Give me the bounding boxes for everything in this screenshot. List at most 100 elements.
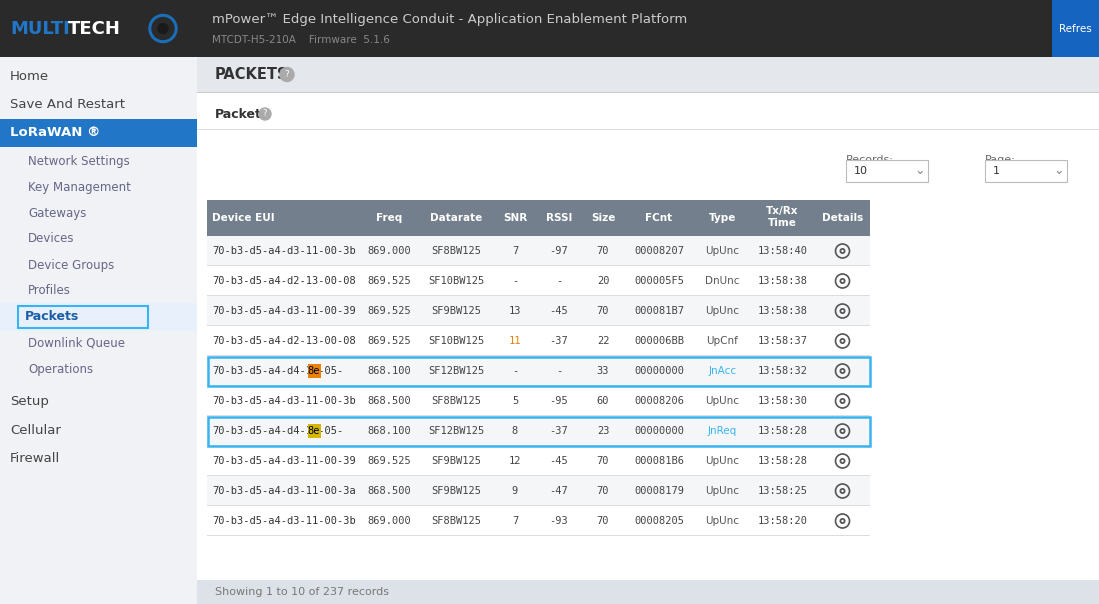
Text: ?: ? (263, 109, 267, 118)
Text: MTCDT-H5-210A    Firmware  5.1.6: MTCDT-H5-210A Firmware 5.1.6 (212, 35, 390, 45)
Bar (207, 295, 870, 296)
Text: 70: 70 (597, 456, 609, 466)
Bar (207, 356, 870, 386)
Text: 13:58:20: 13:58:20 (757, 516, 808, 526)
Text: 70: 70 (597, 246, 609, 256)
Circle shape (840, 308, 845, 314)
Text: 7: 7 (512, 516, 518, 526)
Text: 10: 10 (854, 166, 868, 176)
Text: Cellular: Cellular (10, 423, 60, 437)
Text: 00008206: 00008206 (634, 396, 684, 406)
Text: 70-b3-d5-a4-d3-11-00-3b: 70-b3-d5-a4-d3-11-00-3b (212, 396, 356, 406)
Circle shape (842, 430, 844, 432)
Text: Firewall: Firewall (10, 452, 60, 464)
Circle shape (842, 280, 844, 282)
Text: 869.525: 869.525 (368, 276, 411, 286)
Text: 9: 9 (512, 486, 518, 496)
Text: 869.000: 869.000 (368, 246, 411, 256)
Text: SNR: SNR (503, 213, 528, 223)
Text: UpUnc: UpUnc (706, 456, 740, 466)
Text: 869.000: 869.000 (368, 516, 411, 526)
Text: UpUnc: UpUnc (706, 306, 740, 316)
Bar (207, 446, 870, 476)
Circle shape (840, 368, 845, 374)
Text: 70-b3-d5-a4-d3-11-00-39: 70-b3-d5-a4-d3-11-00-39 (212, 456, 356, 466)
Text: 000005F5: 000005F5 (634, 276, 684, 286)
Text: ⌄: ⌄ (914, 164, 924, 178)
Text: 8e: 8e (307, 426, 320, 436)
Text: 000081B6: 000081B6 (634, 456, 684, 466)
Text: TECH: TECH (68, 19, 121, 37)
Text: Freq: Freq (376, 213, 402, 223)
Text: 00000000: 00000000 (634, 426, 684, 436)
Bar (207, 506, 870, 536)
Text: Home: Home (10, 71, 49, 83)
Text: 70-b3-d5-a4-d2-13-00-08: 70-b3-d5-a4-d2-13-00-08 (212, 276, 356, 286)
Text: UpUnc: UpUnc (706, 396, 740, 406)
Text: 7: 7 (512, 246, 518, 256)
Text: 23: 23 (597, 426, 609, 436)
Bar (207, 326, 870, 356)
Text: 00000000: 00000000 (634, 366, 684, 376)
Bar (985, 160, 1067, 182)
Bar (207, 475, 870, 476)
Text: 70-b3-d5-a4-d4-10-05-: 70-b3-d5-a4-d4-10-05- (212, 426, 343, 436)
Text: 13:58:32: 13:58:32 (757, 366, 808, 376)
Text: Network Settings: Network Settings (27, 155, 130, 167)
Text: LoRaWAN ®: LoRaWAN ® (10, 126, 100, 140)
Text: Time: Time (768, 218, 797, 228)
Text: 60: 60 (597, 396, 609, 406)
Circle shape (158, 24, 168, 33)
Text: JnAcc: JnAcc (709, 366, 736, 376)
Circle shape (842, 310, 844, 312)
Text: -: - (556, 276, 562, 286)
Text: Refres: Refres (1058, 24, 1091, 33)
Bar (308, 364, 321, 378)
Text: 70-b3-d5-a4-d3-11-00-39: 70-b3-d5-a4-d3-11-00-39 (212, 306, 356, 316)
Text: -37: -37 (550, 426, 568, 436)
Bar (0, 0, 1099, 57)
Text: RSSI: RSSI (546, 213, 573, 223)
Text: Device EUI: Device EUI (212, 213, 275, 223)
Bar (197, 129, 1099, 130)
Text: mPower™ Edge Intelligence Conduit - Application Enablement Platform: mPower™ Edge Intelligence Conduit - Appl… (212, 13, 687, 27)
Bar (207, 416, 870, 446)
Circle shape (842, 490, 844, 492)
Text: -: - (512, 276, 518, 286)
Circle shape (842, 400, 844, 402)
Text: 13:58:40: 13:58:40 (757, 246, 808, 256)
Text: ?: ? (285, 70, 289, 79)
Circle shape (149, 14, 177, 42)
Text: Size: Size (591, 213, 615, 223)
Text: Tx/Rx: Tx/Rx (766, 206, 799, 216)
Text: Type: Type (709, 213, 736, 223)
Text: 869.525: 869.525 (368, 456, 411, 466)
Text: 20: 20 (597, 276, 609, 286)
Circle shape (840, 458, 845, 464)
Text: Packets: Packets (215, 108, 269, 121)
Text: 13:58:38: 13:58:38 (757, 306, 808, 316)
Text: 13:58:28: 13:58:28 (757, 456, 808, 466)
Text: 000006BB: 000006BB (634, 336, 684, 346)
Bar (207, 296, 870, 326)
Text: -95: -95 (550, 396, 568, 406)
Bar (0, 303, 197, 331)
Text: PACKETS: PACKETS (215, 67, 289, 82)
Text: 22: 22 (597, 336, 609, 346)
Circle shape (840, 278, 845, 284)
Circle shape (840, 488, 845, 494)
Circle shape (842, 460, 844, 462)
Text: 33: 33 (597, 366, 609, 376)
Text: Details: Details (822, 213, 863, 223)
Text: 11: 11 (509, 336, 521, 346)
Bar (1052, 0, 1099, 57)
Text: ⌄: ⌄ (1053, 164, 1064, 178)
Text: Showing 1 to 10 of 237 records: Showing 1 to 10 of 237 records (215, 587, 389, 597)
Text: Profiles: Profiles (27, 284, 70, 298)
Bar (197, 580, 1099, 604)
Text: 869.525: 869.525 (368, 306, 411, 316)
Text: 70-b3-d5-a4-d4-10-05-: 70-b3-d5-a4-d4-10-05- (212, 366, 343, 376)
Text: 13: 13 (509, 306, 521, 316)
Text: 00008205: 00008205 (634, 516, 684, 526)
Bar (207, 535, 870, 536)
